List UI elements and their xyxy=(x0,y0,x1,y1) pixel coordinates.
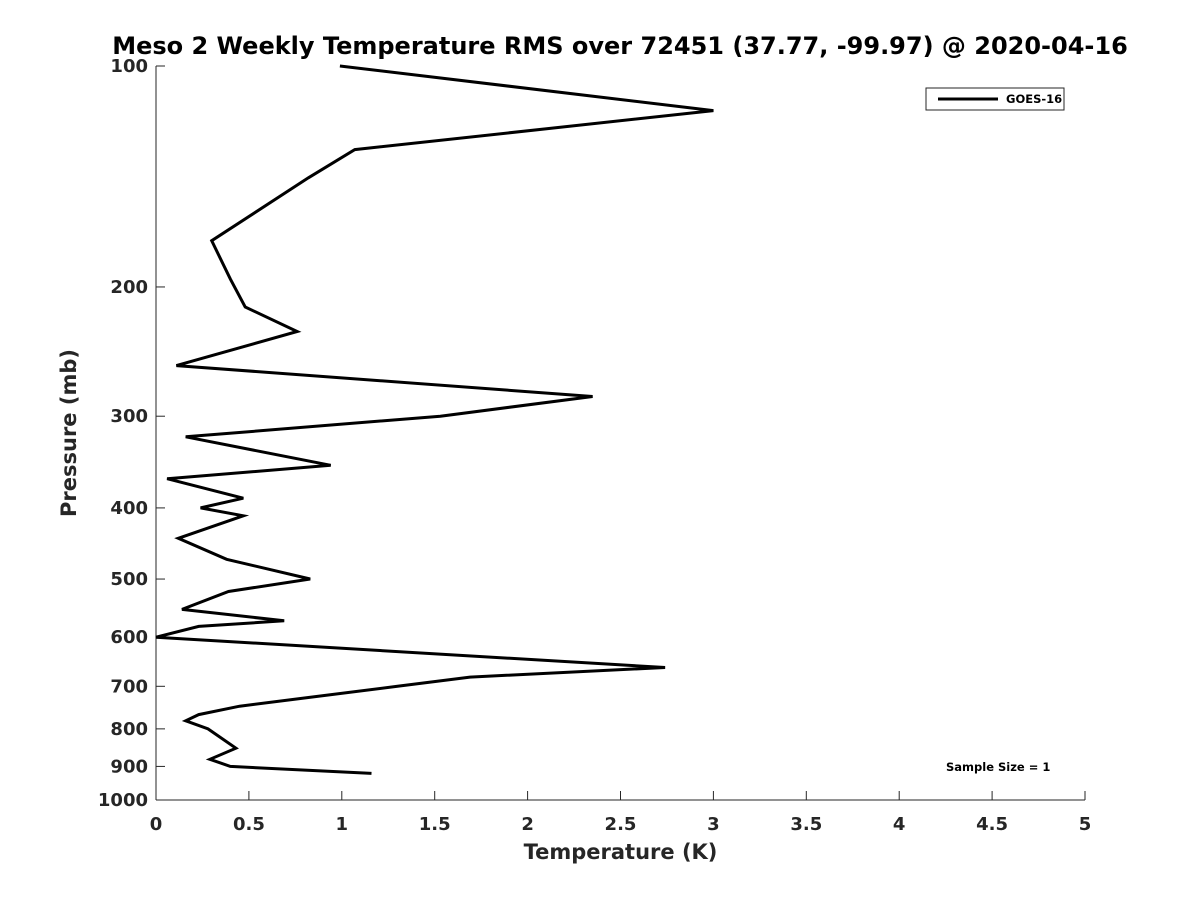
y-tick-label: 200 xyxy=(110,277,148,298)
series-line-goes-16 xyxy=(155,64,714,775)
x-axis-label: Temperature (K) xyxy=(524,840,718,864)
x-tick-label: 1 xyxy=(336,814,349,835)
x-tick-label: 5 xyxy=(1079,814,1092,835)
x-tick-label: 3 xyxy=(707,814,720,835)
x-tick-label: 0.5 xyxy=(233,814,265,835)
chart-title: Meso 2 Weekly Temperature RMS over 72451… xyxy=(112,32,1128,60)
x-tick-label: 4 xyxy=(893,814,906,835)
legend-entry: GOES-16 xyxy=(1006,92,1062,106)
sample-size-annotation: Sample Size = 1 xyxy=(946,760,1050,774)
x-ticks: 0 0.5 1 1.5 2 2.5 3 3.5 4 4.5 5 xyxy=(150,791,1092,835)
x-tick-label: 1.5 xyxy=(419,814,451,835)
series-layer xyxy=(155,64,714,775)
y-tick-label: 100 xyxy=(110,56,148,77)
x-tick-label: 2 xyxy=(521,814,534,835)
x-tick-label: 2.5 xyxy=(605,814,637,835)
x-tick-label: 3.5 xyxy=(790,814,822,835)
x-tick-label: 0 xyxy=(150,814,163,835)
y-tick-label: 600 xyxy=(110,627,148,648)
x-tick-label: 4.5 xyxy=(976,814,1008,835)
y-tick-label: 400 xyxy=(110,498,148,519)
y-tick-label: 300 xyxy=(110,406,148,427)
legend: GOES-16 xyxy=(925,87,1065,111)
y-tick-label: 700 xyxy=(110,676,148,697)
y-tick-label: 500 xyxy=(110,569,148,590)
y-ticks: 100 200 300 400 500 600 700 800 900 1000 xyxy=(98,56,165,811)
y-tick-label: 1000 xyxy=(98,790,148,811)
y-axis-label: Pressure (mb) xyxy=(57,349,81,517)
y-tick-label: 800 xyxy=(110,719,148,740)
y-tick-label: 900 xyxy=(110,756,148,777)
